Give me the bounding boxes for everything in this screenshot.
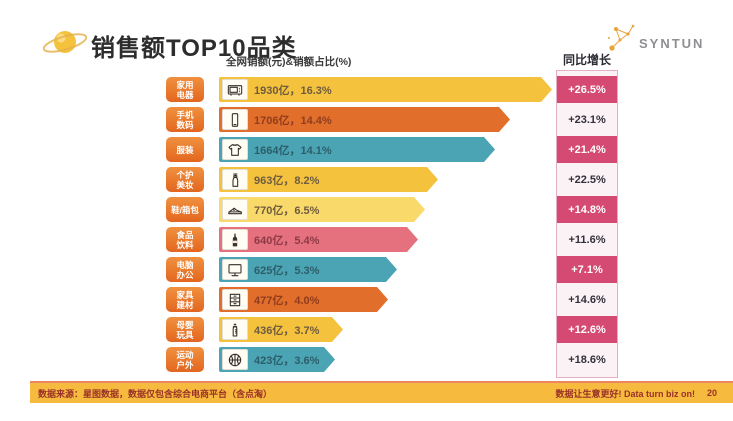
category-label: 家用 电器: [166, 77, 204, 102]
sales-bar: 423亿，3.6%: [219, 347, 335, 372]
chart-row: 运动 户外 423亿，3.6%: [0, 347, 733, 372]
syntun-wordmark: SYNTUN: [639, 35, 705, 51]
chart-row: 家用 电器 1930亿，16.3%: [0, 77, 733, 102]
constellation-icon: [606, 20, 636, 56]
growth-cell: +14.8%: [557, 196, 617, 223]
growth-cell: +21.4%: [557, 136, 617, 163]
page-number: 20: [706, 388, 717, 398]
sales-bar: 1664亿，14.1%: [219, 137, 495, 162]
category-line: 家用: [176, 79, 194, 90]
sales-bar: 963亿，8.2%: [219, 167, 438, 192]
syntun-logo: SYNTUN: [606, 20, 704, 56]
shirt-icon: [222, 139, 248, 160]
bar-value-label: 640亿，5.4%: [254, 234, 320, 247]
chart-row: 鞋/箱包 770亿，6.5%: [0, 197, 733, 222]
chart-row: 家具 建材 477亿，4.0%: [0, 287, 733, 312]
category-line: 电器: [176, 89, 194, 100]
chart-row: 个护 美妆 963亿，8.2%: [0, 167, 733, 192]
lotion-bottle-icon: [222, 169, 248, 190]
category-line: 数码: [176, 119, 194, 130]
category-label: 鞋/箱包: [166, 197, 204, 222]
category-label: 母婴 玩具: [166, 317, 204, 342]
sales-bar: 640亿，5.4%: [219, 227, 418, 252]
slogan: 数据让生意更好! Data turn biz on!: [555, 388, 695, 399]
planet-logo-icon: [41, 25, 89, 61]
category-label: 手机 数码: [166, 107, 204, 132]
category-line: 玩具: [176, 329, 194, 340]
bar-value-label: 963亿，8.2%: [254, 174, 320, 187]
monitor-icon: [222, 259, 248, 280]
baby-bottle-icon: [222, 319, 248, 340]
growth-cell: +14.6%: [568, 293, 606, 306]
bar-value-label: 477亿，4.0%: [254, 294, 320, 307]
category-line: 食品: [176, 229, 194, 240]
category-line: 电脑: [176, 259, 194, 270]
category-line: 个护: [176, 169, 194, 180]
growth-cell: +23.1%: [568, 113, 606, 126]
category-label: 服装: [166, 137, 204, 162]
bar-value-label: 423亿，3.6%: [254, 354, 320, 367]
category-line: 服装: [176, 144, 194, 155]
category-label: 家具 建材: [166, 287, 204, 312]
smartphone-icon: [222, 109, 248, 130]
footer-band: 数据来源：星图数据，数据仅包含综合电商平台（含点淘） 数据让生意更好! Data…: [30, 381, 733, 403]
data-source-note: 数据来源：星图数据，数据仅包含综合电商平台（含点淘）: [38, 388, 273, 399]
category-line: 手机: [176, 109, 194, 120]
category-line: 家具: [176, 289, 194, 300]
basketball-icon: [222, 349, 248, 370]
sales-bar: 1930亿，16.3%: [219, 77, 552, 102]
chart-row: 电脑 办公 625亿，5.3%: [0, 257, 733, 282]
category-line: 户外: [176, 359, 194, 370]
category-line: 建材: [176, 299, 194, 310]
growth-cell: +7.1%: [557, 256, 617, 283]
category-line: 母婴: [176, 319, 194, 330]
growth-column-header: 同比增长: [562, 53, 611, 67]
microwave-icon: [222, 79, 248, 100]
wine-bottle-icon: [222, 229, 248, 250]
category-line: 办公: [176, 269, 194, 280]
chart-row: 母婴 玩具 436亿，3.7%: [0, 317, 733, 342]
growth-cell: +11.6%: [568, 233, 606, 246]
bar-value-label: 770亿，6.5%: [254, 204, 320, 217]
bar-value-label: 1930亿，16.3%: [254, 84, 332, 97]
growth-cell: +22.5%: [568, 173, 606, 186]
sales-bar: 770亿，6.5%: [219, 197, 425, 222]
chart-row: 食品 饮料 640亿，5.4%: [0, 227, 733, 252]
category-label: 电脑 办公: [166, 257, 204, 282]
cabinet-icon: [222, 289, 248, 310]
chart-row: 手机 数码 1706亿，14.4%: [0, 107, 733, 132]
category-line: 运动: [176, 349, 194, 360]
category-label: 个护 美妆: [166, 167, 204, 192]
bar-value-label: 1706亿，14.4%: [254, 114, 332, 127]
page-title: 销售额TOP10品类: [91, 35, 297, 62]
bar-value-label: 625亿，5.3%: [254, 264, 320, 277]
category-line: 美妆: [176, 179, 194, 190]
value-axis-label: 全网销额(元)&销额占比(%): [226, 56, 352, 68]
bar-value-label: 436亿，3.7%: [254, 324, 320, 337]
growth-cell: +26.5%: [557, 76, 617, 103]
sneaker-icon: [222, 199, 248, 220]
sales-bar: 477亿，4.0%: [219, 287, 388, 312]
category-label: 食品 饮料: [166, 227, 204, 252]
growth-cell: +12.6%: [557, 316, 617, 343]
category-line: 饮料: [176, 239, 194, 250]
sales-bar: 436亿，3.7%: [219, 317, 343, 342]
sales-bar: 1706亿，14.4%: [219, 107, 510, 132]
bar-value-label: 1664亿，14.1%: [254, 144, 332, 157]
growth-column: +26.5% +23.1% +21.4% +22.5% +14.8% +11.6…: [556, 70, 618, 378]
category-label: 运动 户外: [166, 347, 204, 372]
growth-cell: +18.6%: [568, 353, 606, 366]
category-line: 鞋/箱包: [171, 204, 199, 215]
sales-bar: 625亿，5.3%: [219, 257, 397, 282]
chart-row: 服装 1664亿，14.1%: [0, 137, 733, 162]
